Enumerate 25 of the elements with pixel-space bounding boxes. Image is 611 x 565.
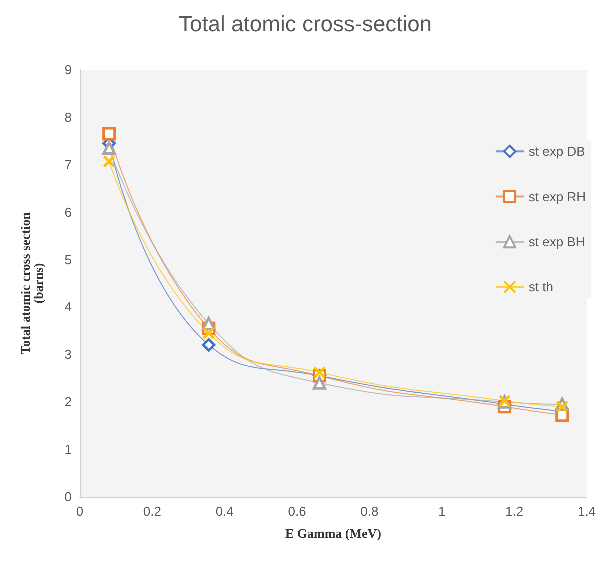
y-tick-label: 5 — [64, 252, 72, 268]
x-axis-title: E Gamma (MeV) — [285, 526, 382, 541]
y-tick-label: 2 — [64, 394, 72, 410]
chart-title: Total atomic cross-section — [178, 12, 432, 36]
x-tick-label: 0 — [76, 504, 84, 519]
legend-label: st exp DB — [528, 144, 586, 160]
x-tick-label: 1.4 — [578, 504, 596, 519]
y-axis-title: Total atomic cross section (barns) — [18, 212, 46, 354]
x-tick-label: 1.2 — [506, 504, 524, 519]
x-tick-label: 0.8 — [360, 504, 379, 519]
legend-label: st exp RH — [528, 189, 586, 204]
y-tick-label: 0 — [64, 490, 72, 504]
x-tick-label: 0.6 — [288, 504, 306, 519]
y-tick-label: 1 — [64, 442, 72, 458]
legend-label: st exp BH — [528, 234, 586, 250]
legend-label: st th — [528, 280, 554, 295]
x-tick-label: 1 — [438, 504, 446, 519]
y-tick-label: 4 — [64, 300, 72, 315]
y-tick-label: 9 — [64, 62, 72, 78]
x-tick-label: 0.4 — [216, 504, 234, 519]
y-tick-label: 7 — [64, 157, 72, 172]
y-tick-label: 3 — [64, 347, 72, 362]
y-tick-label: 8 — [64, 110, 72, 125]
x-tick-label: 0.2 — [143, 504, 162, 519]
y-tick-label: 6 — [64, 204, 72, 220]
